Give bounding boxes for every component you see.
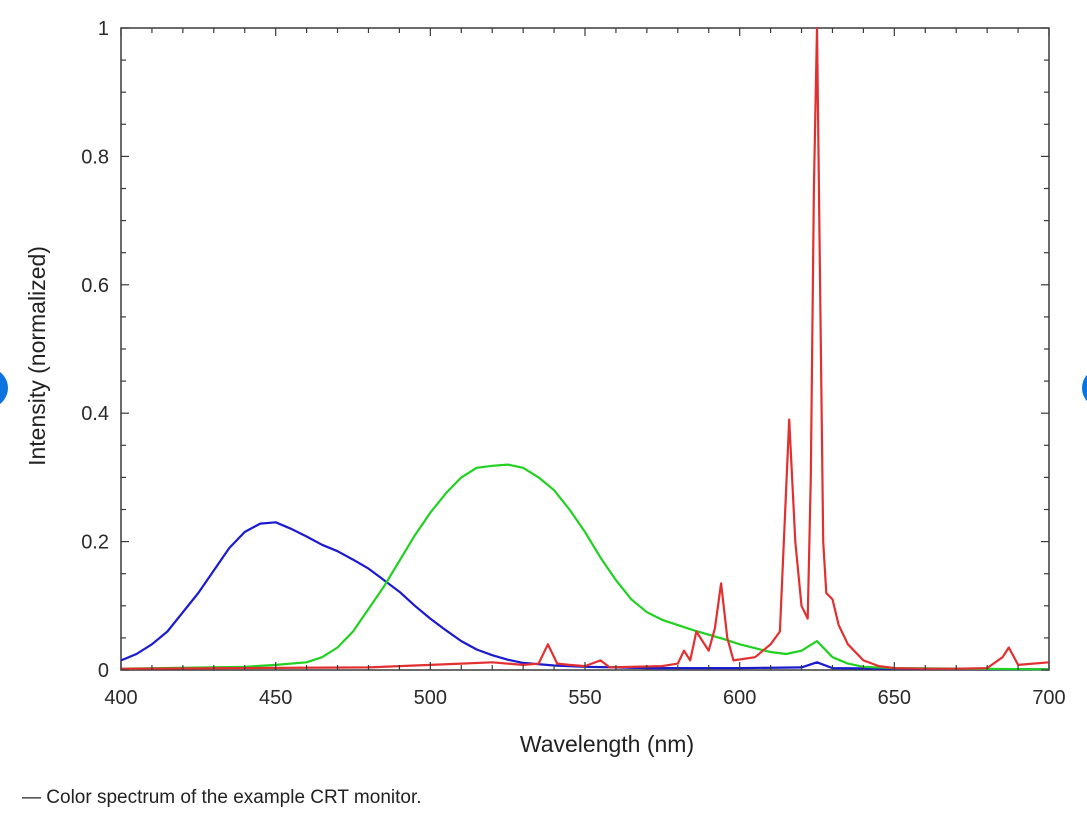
y-tick-label: 0.4	[81, 403, 109, 425]
x-tick-label: 400	[104, 687, 137, 709]
x-tick-label: 450	[259, 687, 292, 709]
figure-caption: — Color spectrum of the example CRT moni…	[22, 787, 422, 808]
tick-layer	[120, 27, 1050, 671]
y-axis-title: Intensity (normalized)	[24, 246, 50, 466]
next-image-button[interactable]	[1082, 368, 1087, 408]
series-layer	[120, 26, 1050, 671]
y-tick-label: 0.6	[81, 275, 109, 297]
series-line-3	[120, 26, 1050, 670]
x-tick-label: 550	[568, 687, 601, 709]
previous-image-button[interactable]	[0, 368, 8, 408]
y-tick-label: 0.8	[81, 146, 109, 168]
x-tick-label: 700	[1032, 687, 1065, 709]
y-tick-label: 0.2	[81, 532, 109, 554]
label-layer: 400 450 500 550 600 650 700 0 0.2 0.4 0.6 0.8 1	[81, 18, 1066, 709]
series-line-1	[120, 521, 1050, 671]
x-tick-label: 650	[878, 687, 911, 709]
series-line-2	[120, 463, 1050, 671]
x-tick-label: 500	[414, 687, 447, 709]
x-tick-label: 600	[723, 687, 756, 709]
x-axis-title: Wavelength (nm)	[520, 731, 694, 757]
y-tick-label: 0	[98, 660, 109, 682]
y-tick-label: 1	[98, 18, 109, 40]
plot-area	[120, 27, 1050, 671]
